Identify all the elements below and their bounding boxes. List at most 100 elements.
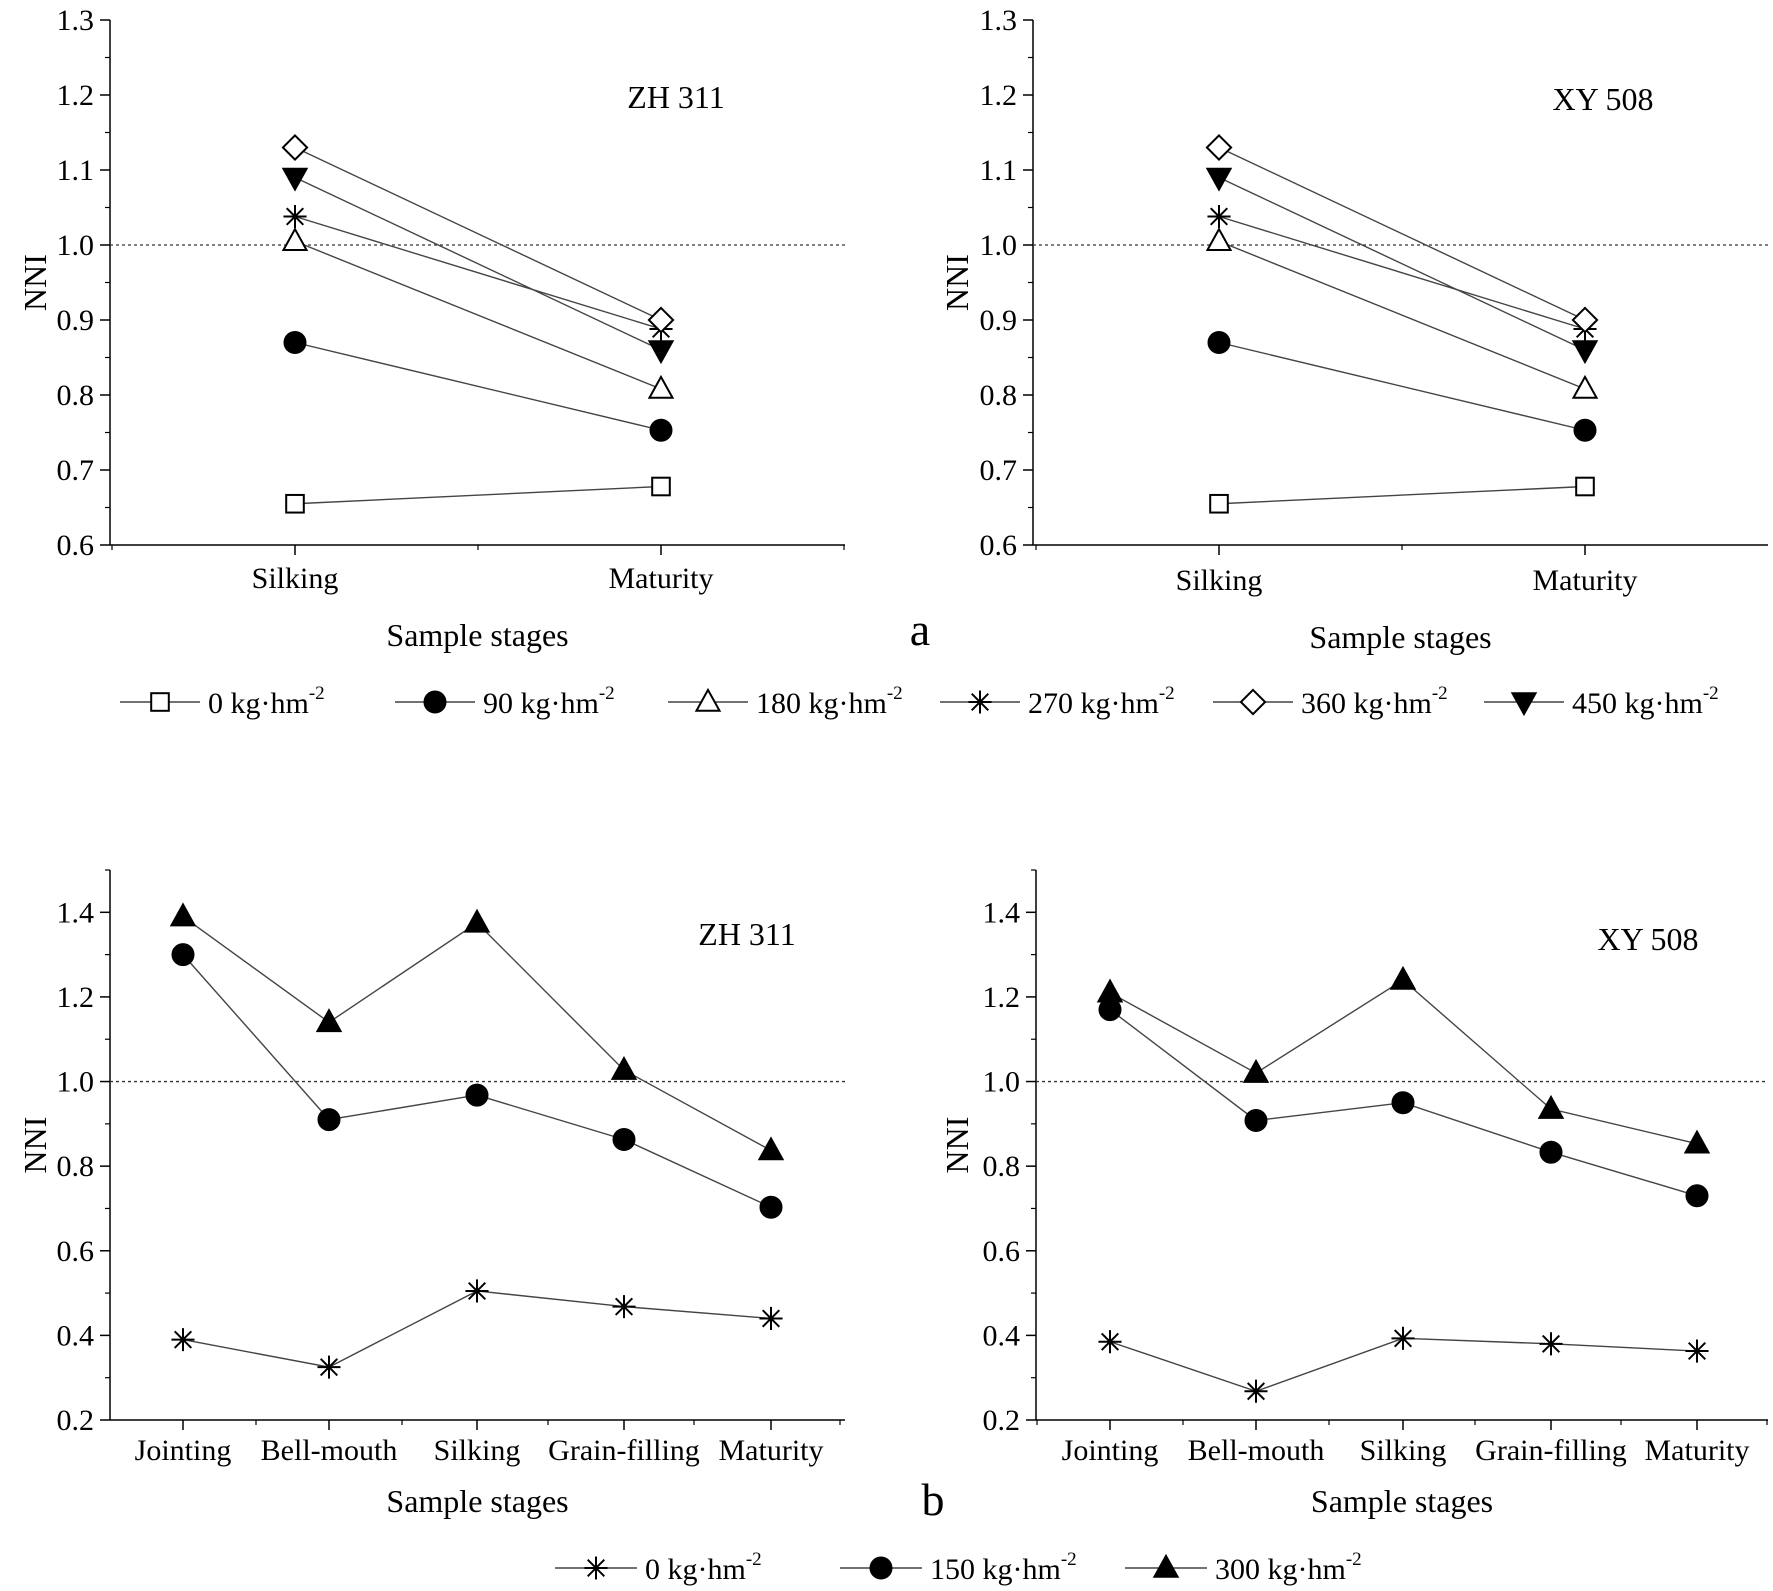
x-axis-label: Sample stages [1309, 619, 1491, 655]
x-tick-label: Jointing [1062, 1434, 1159, 1467]
y-tick-label: 1.4 [983, 896, 1021, 929]
data-point [759, 1195, 783, 1219]
data-point [171, 943, 195, 967]
y-tick-label: 1.3 [57, 4, 95, 37]
data-point [612, 1128, 636, 1151]
legend-marker [694, 687, 722, 712]
legend-label-superscript: -2 [1061, 1549, 1077, 1570]
x-tick-label: Silking [434, 1434, 521, 1467]
legend-label: 300 kg·hm-2 [1215, 1549, 1362, 1586]
legend-label: 150 kg·hm-2 [930, 1549, 1077, 1586]
y-tick-label: 0.9 [980, 304, 1018, 337]
series-line [1218, 146, 1586, 321]
legend-item: 300 kg·hm-2 [1125, 1549, 1362, 1586]
y-axis-label: NNI [939, 254, 975, 311]
data-point [463, 908, 491, 933]
data-point [1389, 965, 1417, 990]
y-tick-label: 1.2 [983, 981, 1021, 1014]
legend-label: 180 kg·hm-2 [756, 683, 903, 720]
legend-marker [869, 1556, 893, 1580]
chart-title: ZH 311 [698, 916, 795, 952]
y-tick-label: 1.4 [57, 896, 95, 929]
data-point [315, 1008, 343, 1033]
data-point [283, 331, 307, 354]
data-point [1391, 1326, 1415, 1350]
x-axis-label: Sample stages [1311, 1483, 1493, 1519]
y-tick-label: 0.6 [57, 1235, 95, 1268]
x-axis-label: Sample stages [386, 1483, 568, 1519]
data-point [612, 1295, 636, 1319]
data-point [281, 167, 309, 192]
y-tick-label: 0.4 [983, 1319, 1021, 1352]
y-tick-label: 0.4 [57, 1319, 95, 1352]
data-point [1207, 204, 1231, 229]
panel-label-b: b [922, 1474, 945, 1525]
data-point [647, 374, 675, 399]
data-point [1205, 133, 1233, 162]
data-point [649, 418, 673, 442]
legend-marker [150, 692, 170, 712]
data-point [1207, 331, 1231, 354]
panel-label-a: a [910, 604, 930, 655]
y-tick-label: 0.2 [57, 1404, 95, 1437]
legend-1: 0 kg·hm-2 90 kg·hm-2 180 kg·hm-2 270 kg·hm-… [120, 683, 1719, 720]
data-point [1575, 476, 1595, 497]
data-point [317, 1108, 341, 1132]
series-line [294, 146, 662, 321]
series-line [294, 215, 662, 330]
y-tick-label: 0.6 [57, 529, 95, 562]
series-line [1218, 240, 1586, 390]
data-point [1537, 1094, 1565, 1119]
data-point [647, 306, 675, 334]
data-point [1539, 1332, 1563, 1356]
x-tick-label: Bell-mouth [1188, 1434, 1325, 1467]
x-tick-label: Maturity [1533, 564, 1638, 597]
legend-marker [1239, 688, 1267, 716]
data-point [1573, 418, 1597, 442]
data-point [281, 227, 309, 252]
series-line [1218, 215, 1586, 330]
chart-panel-2: 0.6 0.7 0.8 0.9 1.0 1.1 1.2 1.3 Silking Maturity X… [939, 4, 1768, 655]
series-line [294, 176, 662, 351]
data-point [283, 204, 307, 229]
x-tick-label: Grain-filling [548, 1434, 700, 1467]
data-point [285, 493, 305, 514]
chart-panel-3: 0.2 0.4 0.6 0.8 1.0 1.2 1.4 Jointing Bell-mouth S… [17, 869, 845, 1519]
data-point [465, 1279, 489, 1303]
legend-marker [423, 690, 447, 714]
y-tick-label: 1.2 [57, 79, 95, 112]
legend-label-superscript: -2 [1432, 683, 1448, 704]
y-tick-label: 0.8 [980, 379, 1018, 412]
legend-2: 0 kg·hm-2 150 kg·hm-2 300 kg·hm-2 [555, 1549, 1362, 1586]
x-tick-label: Grain-filling [1475, 1434, 1627, 1467]
chart-title: ZH 311 [627, 79, 724, 115]
y-tick-label: 0.7 [980, 454, 1018, 487]
data-point [1205, 227, 1233, 252]
x-tick-label: Silking [1360, 1434, 1447, 1467]
series-line [1218, 341, 1586, 431]
legend-marker [584, 1556, 608, 1580]
chart-panel-4: 0.2 0.4 0.6 0.8 1.0 1.2 1.4 Jointing Bell-mouth S… [939, 869, 1768, 1519]
series-line [1218, 485, 1586, 505]
data-point [647, 340, 675, 365]
data-point [759, 1306, 783, 1331]
x-tick-label: Maturity [1645, 1434, 1750, 1467]
data-point [1205, 167, 1233, 192]
legend-item: 360 kg·hm-2 [1213, 683, 1448, 720]
chart-title: XY 508 [1552, 81, 1653, 117]
legend-label: 360 kg·hm-2 [1301, 683, 1448, 720]
x-tick-label: Maturity [719, 1434, 824, 1467]
data-point [1244, 1379, 1268, 1403]
legend-item: 150 kg·hm-2 [840, 1549, 1077, 1586]
legend-label: 90 kg·hm-2 [483, 683, 615, 720]
legend-label: 270 kg·hm-2 [1028, 683, 1175, 720]
y-axis-label: NNI [939, 1117, 975, 1174]
data-point [281, 133, 309, 162]
legend-item: 90 kg·hm-2 [395, 683, 615, 720]
y-axis-label: NNI [17, 1117, 53, 1174]
legend-item: 180 kg·hm-2 [668, 683, 903, 720]
legend-item: 270 kg·hm-2 [940, 683, 1175, 720]
legend-item: 450 kg·hm-2 [1484, 683, 1719, 720]
legend-item: 0 kg·hm-2 [555, 1549, 762, 1586]
